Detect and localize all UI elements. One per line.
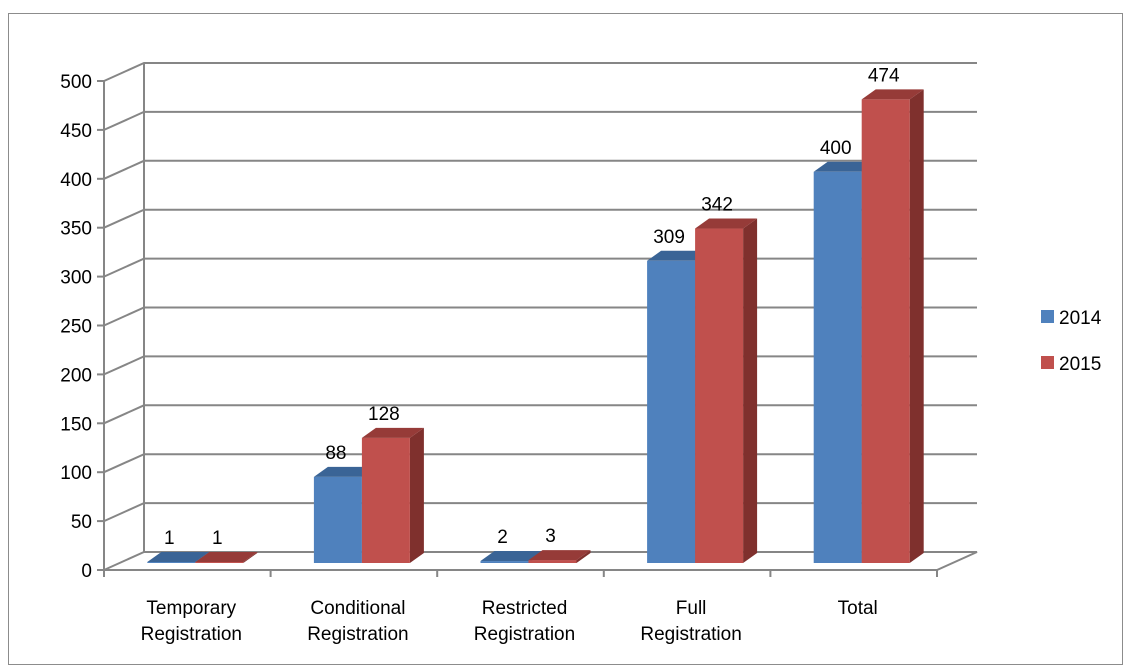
y-tick-label: 500 (60, 72, 92, 93)
data-label: 3 (545, 526, 556, 547)
bar (528, 550, 591, 563)
bar-top (861, 89, 924, 100)
gridline (103, 110, 977, 131)
y-tick-label: 50 (71, 512, 92, 533)
bar-side (243, 552, 258, 563)
y-tick-label: 100 (60, 463, 92, 484)
bar-side (909, 89, 924, 563)
category-label: Restricted Registration (474, 598, 575, 645)
bar-top (147, 552, 210, 563)
legend-label: 2014 (1059, 308, 1102, 329)
legend-item: 2015 (1041, 354, 1101, 375)
legend-item: 2014 (1041, 308, 1102, 329)
category-label: Total (838, 598, 878, 619)
bar (861, 89, 924, 563)
bar-side (743, 218, 758, 564)
bar-top (813, 161, 876, 172)
data-label: 309 (653, 227, 685, 248)
bar-front (528, 560, 577, 563)
data-label: 474 (868, 65, 900, 86)
bar-front (813, 171, 862, 564)
y-tick-label: 300 (60, 268, 92, 289)
gridline (103, 62, 977, 82)
data-label: 128 (368, 404, 400, 425)
y-tick-label: 450 (60, 121, 92, 142)
chart-frame (8, 13, 1123, 665)
y-tick-label: 350 (60, 219, 92, 240)
y-tick-label: 0 (81, 561, 92, 582)
legend-swatch (1041, 310, 1054, 323)
bar-top (361, 427, 424, 438)
category-label: Temporary Registration (141, 598, 242, 645)
bar-front (695, 228, 744, 564)
category-label: Full Registration (640, 598, 741, 645)
data-label: 2 (497, 527, 508, 548)
y-tick-label: 150 (60, 414, 92, 435)
bar-side (576, 550, 591, 563)
data-label: 1 (164, 528, 175, 549)
bar-front (195, 562, 244, 563)
bar-front (861, 99, 910, 563)
bar (361, 427, 424, 563)
bar-top (695, 218, 758, 229)
data-label: 400 (820, 138, 852, 159)
bar-top (528, 550, 591, 561)
legend-label: 2015 (1059, 354, 1101, 375)
bar-top (313, 466, 376, 477)
data-label: 88 (325, 443, 346, 464)
y-tick-label: 200 (60, 365, 92, 386)
bar (195, 552, 258, 563)
legend-swatch (1041, 356, 1054, 369)
y-tick-label: 400 (60, 170, 92, 191)
bar-side (409, 427, 424, 563)
bar-front (480, 561, 529, 563)
data-label: 1 (212, 528, 223, 549)
bar-front (361, 437, 410, 563)
bar (695, 218, 758, 564)
category-label: Conditional Registration (307, 598, 408, 645)
bar-top (480, 551, 543, 562)
bar-front (147, 562, 196, 563)
floor (103, 551, 978, 571)
bar-top (195, 552, 258, 563)
y-tick-label: 250 (60, 317, 92, 338)
bar-front (313, 476, 362, 563)
bar-top (647, 250, 710, 261)
data-label: 342 (701, 195, 733, 216)
bar-front (647, 260, 696, 563)
